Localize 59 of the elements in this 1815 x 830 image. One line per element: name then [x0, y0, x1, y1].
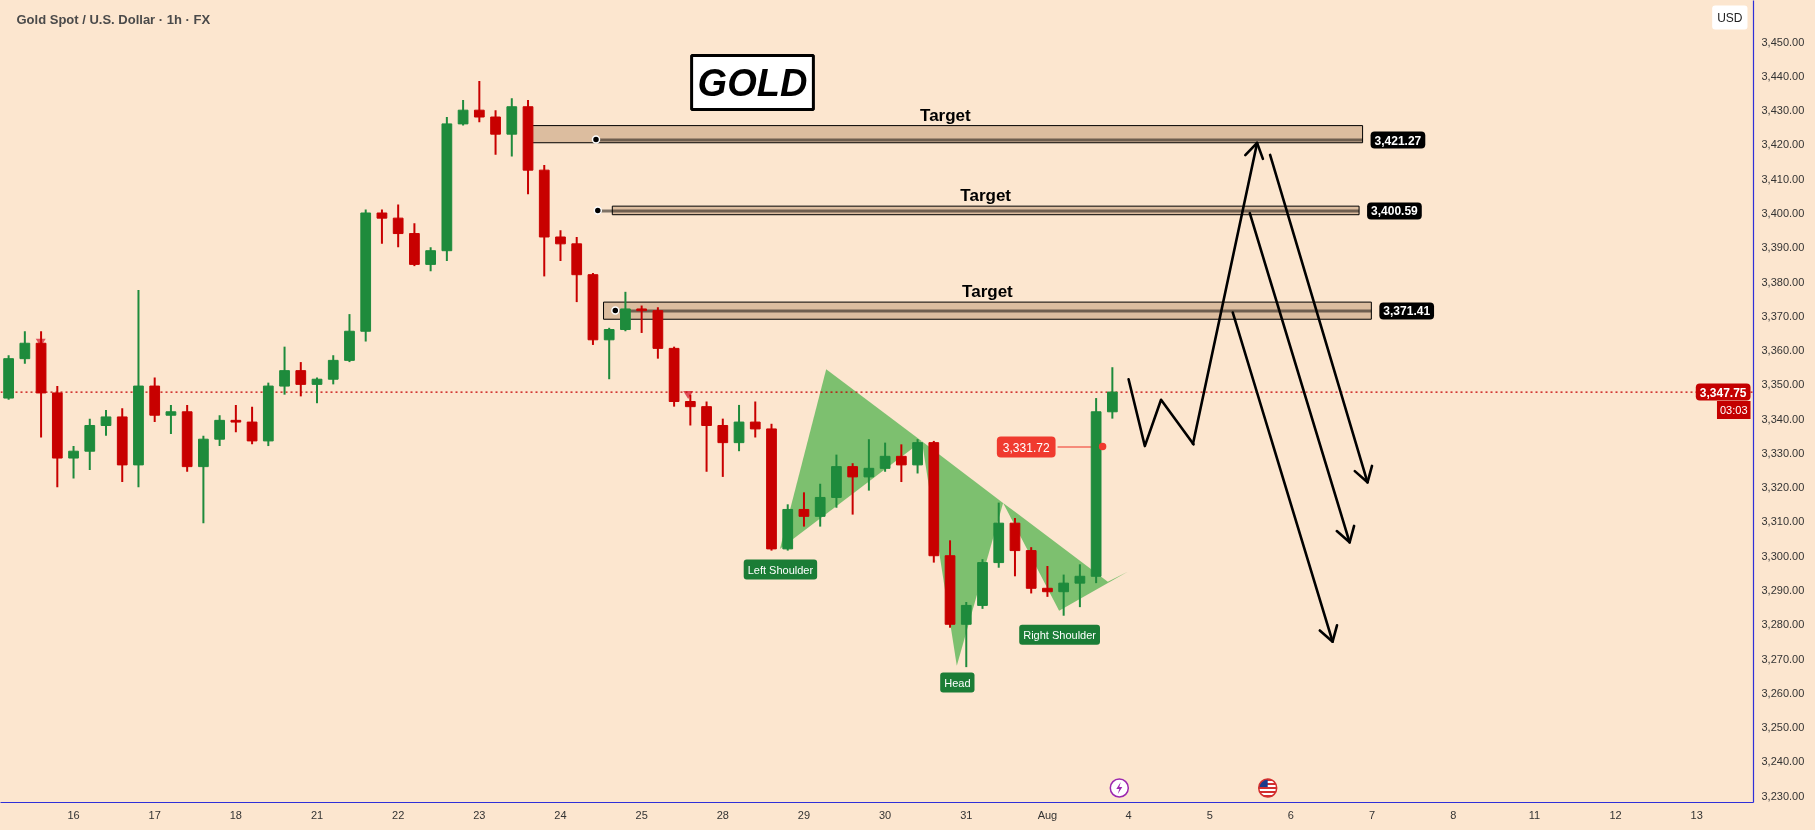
x-tick-label: 28	[716, 808, 729, 821]
y-tick-label: 3,230.00	[1761, 789, 1805, 802]
x-tick-label: 16	[67, 808, 80, 821]
x-tick-label: 21	[310, 808, 324, 821]
y-tick-label: 3,370.00	[1761, 309, 1805, 322]
band-label: Target	[962, 282, 1014, 302]
y-tick-label: 3,450.00	[1761, 35, 1805, 48]
x-tick-label: 25	[635, 808, 648, 821]
y-tick-label: 3,240.00	[1761, 755, 1805, 768]
y-tick-label: 3,280.00	[1761, 618, 1805, 631]
x-tick-label: 8	[1450, 808, 1457, 821]
band-label: Target	[920, 105, 972, 125]
text: Gold Spot / U.S. Dollar · 1h · FX	[16, 12, 211, 27]
x-tick-label: Aug	[1037, 808, 1058, 821]
x-tick-label: 29	[797, 808, 811, 821]
x-tick-label: 17	[148, 808, 161, 821]
x-tick-label: 31	[960, 808, 973, 821]
x-tick-label: 13	[1690, 808, 1703, 821]
x-tick-label: 24	[554, 808, 567, 821]
y-tick-label: 3,410.00	[1761, 172, 1805, 185]
x-tick-label: 7	[1369, 808, 1376, 821]
ref-line-label: 3,421.27	[1374, 133, 1422, 148]
y-tick-label: 3,380.00	[1761, 275, 1805, 288]
x-tick-label: 23	[473, 808, 486, 821]
y-tick-label: 3,350.00	[1761, 378, 1805, 391]
y-tick-label: 3,390.00	[1761, 241, 1805, 254]
y-tick-label: 3,320.00	[1761, 481, 1805, 494]
x-tick-label: 12	[1609, 808, 1622, 821]
y-tick-label: 3,300.00	[1761, 549, 1805, 562]
annotation: Right Shoulder	[1023, 628, 1097, 641]
y-tick-label: 3,430.00	[1761, 104, 1805, 117]
y-tick-label: 3,340.00	[1761, 412, 1805, 425]
ref-line-label: 3,331.72	[1002, 440, 1050, 455]
y-tick-label: 3,400.00	[1761, 207, 1805, 219]
y-tick-label: 3,360.00	[1761, 344, 1805, 357]
y-tick-label: 3,310.00	[1761, 515, 1805, 528]
annotation: 03:03	[1719, 404, 1748, 417]
y-tick-label: 3,420.00	[1761, 138, 1805, 151]
x-tick-label: 5	[1206, 808, 1213, 821]
annotation: Left Shoulder	[747, 563, 814, 576]
ref-line-label: 3,400.59	[1371, 204, 1419, 219]
annotation: Head	[944, 676, 971, 689]
band-label: Target	[960, 186, 1012, 206]
x-tick-label: 18	[229, 808, 242, 821]
y-tick-label: 3,260.00	[1761, 686, 1805, 699]
y-tick-label: 3,250.00	[1761, 721, 1805, 734]
y-tick-label: 3,330.00	[1761, 446, 1805, 459]
y-tick-label: 3,290.00	[1761, 584, 1805, 596]
x-tick-label: 22	[392, 808, 405, 821]
x-tick-label: 4	[1125, 808, 1132, 821]
ref-line-label: 3,347.75	[1699, 385, 1747, 400]
x-tick-label: 6	[1287, 808, 1294, 821]
x-tick-label: 11	[1528, 808, 1541, 821]
ref-line-label: 3,371.41	[1383, 304, 1431, 319]
y-tick-label: 3,440.00	[1761, 69, 1805, 82]
y-axis-title: USD	[1717, 10, 1743, 25]
y-tick-label: 3,270.00	[1761, 652, 1805, 665]
x-tick-label: 30	[879, 808, 892, 821]
annotation: GOLD	[697, 61, 808, 104]
